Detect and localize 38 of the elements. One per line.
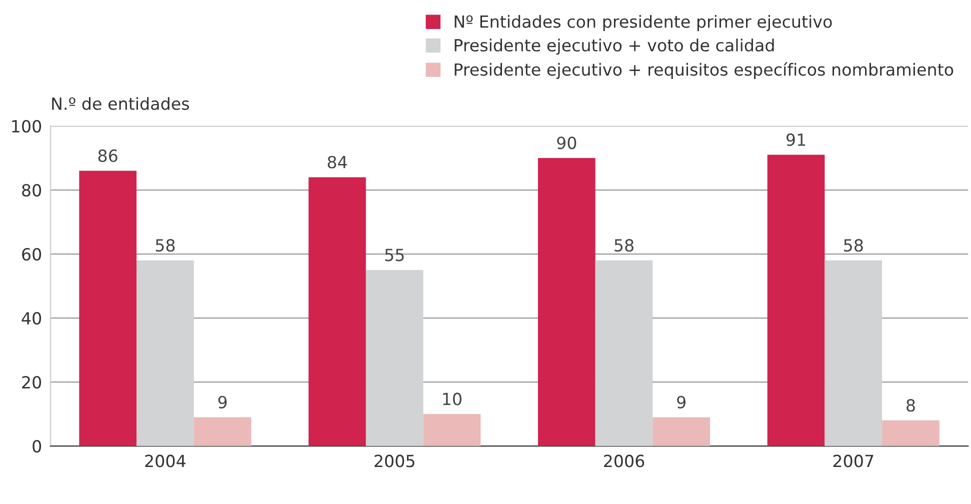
bar (308, 177, 366, 446)
y-tick-label: 20 (22, 376, 42, 389)
data-label: 91 (786, 133, 806, 146)
data-label: 8 (906, 399, 915, 412)
data-label: 58 (614, 239, 634, 252)
bar (824, 260, 882, 446)
data-label: 55 (385, 248, 404, 262)
bar (136, 260, 194, 446)
bar (366, 270, 424, 446)
y-tick-label: 40 (22, 312, 42, 325)
y-tick-label: 60 (22, 248, 42, 261)
y-tick-label: 80 (22, 184, 42, 197)
data-label: 86 (98, 149, 118, 162)
bar (538, 158, 596, 446)
bar (652, 417, 710, 446)
x-tick-label: 2007 (833, 454, 874, 468)
x-tick-label: 2004 (145, 454, 186, 468)
data-label: 84 (328, 156, 347, 168)
bar (767, 154, 825, 446)
data-label: 90 (557, 136, 576, 150)
bar (423, 414, 481, 446)
data-label: 10 (443, 392, 462, 406)
bar (194, 417, 252, 446)
bar (595, 260, 653, 446)
x-tick-label: 2006 (604, 454, 644, 468)
y-axis-title: N.º de entidades (52, 97, 190, 110)
data-label: 9 (218, 396, 227, 408)
data-label: 9 (677, 396, 686, 408)
y-tick-label: 0 (32, 440, 42, 453)
bar (79, 170, 137, 446)
legend-label: Nº Entidades con presidente primer ejecutivo (454, 15, 832, 32)
legend-label: Presidente ejecutivo + requisitos específicos nombramiento (454, 62, 954, 80)
data-label: 58 (844, 239, 863, 252)
y-tick-label: 100 (12, 120, 42, 133)
bar (882, 420, 940, 446)
legend-label: Presidente ejecutivo + voto de calidad (454, 38, 774, 55)
x-tick-label: 2005 (374, 454, 414, 468)
data-label: 58 (156, 239, 175, 252)
